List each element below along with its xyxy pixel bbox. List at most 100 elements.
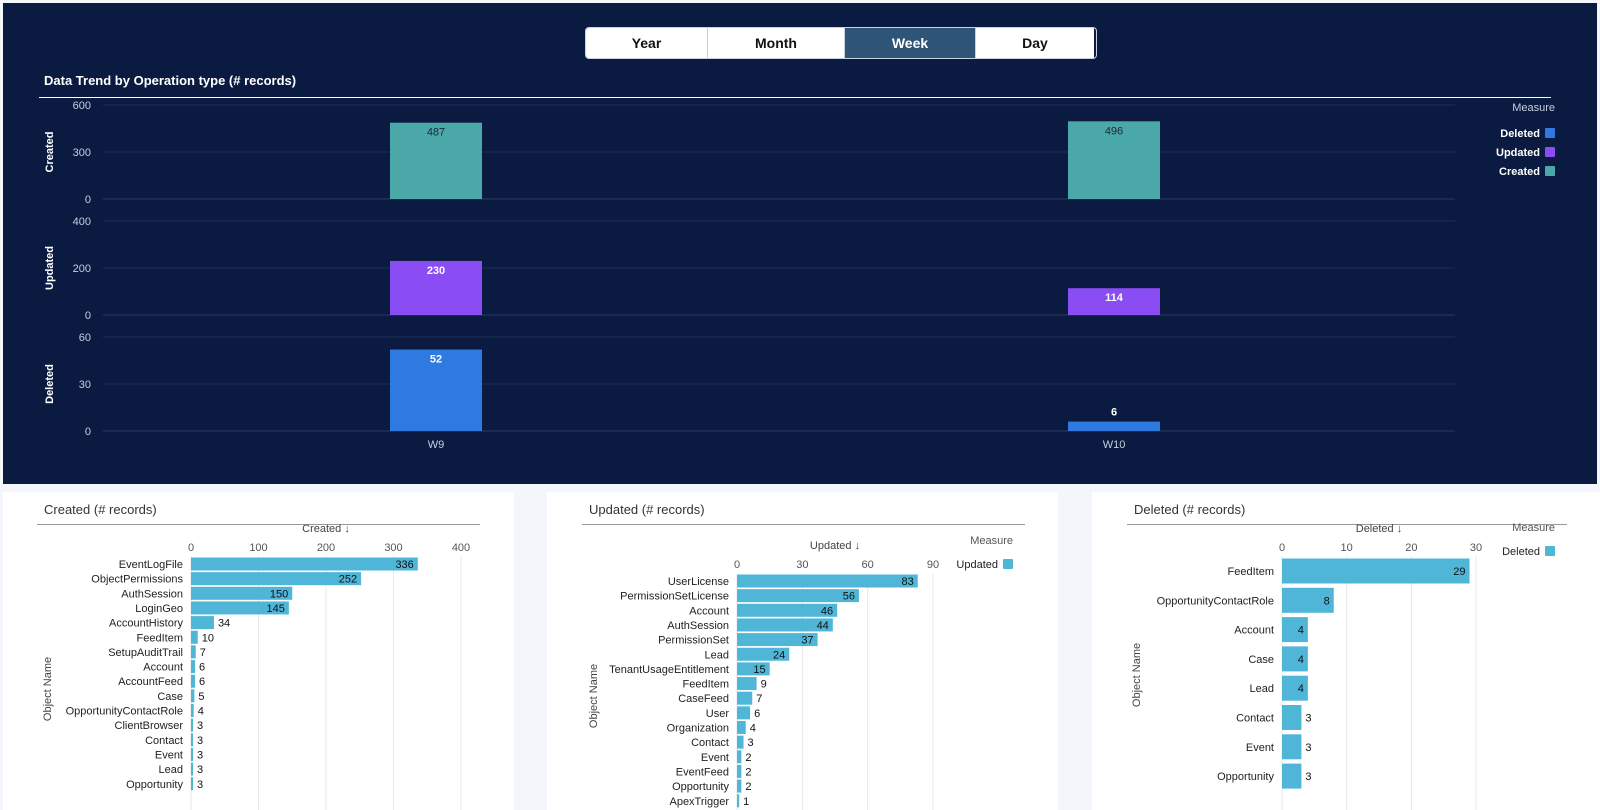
deleted-data-label: 4 [1298,654,1304,666]
created-bar-accountfeed [191,674,196,688]
deleted-data-label: 52 [430,354,442,366]
deleted-tick-label: 30 [79,379,91,391]
created-category-label-clientbrowser: ClientBrowser [115,720,184,732]
deleted-data-label: 29 [1453,566,1465,578]
updated-y-axis-label: Object Name [588,664,600,728]
updated-tick-label: 30 [796,559,808,571]
updated-bar-eventfeed [737,764,742,778]
updated-category-label-feeditem: FeedItem [683,679,729,691]
updated-tick-label: 200 [73,263,91,275]
updated-category-label-authsession: AuthSession [667,620,729,632]
tab-day[interactable]: Day [976,28,1094,58]
updated-category-label-account: Account [689,605,729,617]
legend-label-created: Created [1499,166,1540,178]
created-category-label-contact: Contact [145,735,183,747]
created-data-label: 3 [197,779,203,791]
tab-year[interactable]: Year [586,28,708,58]
created-tick-label: 200 [317,542,335,554]
created-category-label-accountfeed: AccountFeed [118,676,183,688]
deleted-chart: Deleted ↓ 0 10 20 30 Object Name FeedItem 29 Opp… [1131,522,1555,810]
updated-bar-authsession [737,618,833,632]
deleted-bar-lead [1282,675,1308,701]
updated-tick-label: 0 [734,559,740,571]
period-toggle: Year Month Week Day [585,27,1097,59]
updated-title-divider [582,524,1025,525]
legend-swatch-deleted [1545,128,1555,138]
created-bar-authsession [191,586,293,600]
legend-label-deleted: Deleted [1500,128,1540,140]
created-data-label: 496 [1105,125,1123,137]
updated-bar-tenantusageentitlement [737,662,770,676]
x-tick-label-w9: W9 [428,439,445,451]
created-bar-case [191,689,195,703]
created-panel-title: Created (# records) [44,502,157,517]
updated-legend-label: Updated [956,559,998,571]
created-bar-clientbrowser [191,718,194,732]
updated-data-label: 6 [754,708,760,720]
deleted-category-label-account: Account [1234,625,1274,637]
created-bar-feeditem [191,630,198,644]
created-title-divider [37,524,480,525]
created-category-label-objectpermissions: ObjectPermissions [91,574,183,586]
created-category-label-accounthistory: AccountHistory [109,618,183,630]
created-bar-w9 [390,122,482,199]
deleted-title-divider [1127,524,1567,525]
updated-bar-contact [737,735,744,749]
created-tick-label: 300 [73,147,91,159]
deleted-tick-label: 60 [79,332,91,344]
created-bar-logingeo [191,601,289,615]
updated-chart: Updated ↓ 0 30 60 90 Object Name UserLicense 83… [588,535,1013,810]
deleted-tick-label: 30 [1470,542,1482,554]
updated-bar-userlicense [737,574,918,588]
updated-category-label-user: User [706,708,730,720]
updated-panel: Updated (# records) Updated ↓ 0 30 60 90 Obje… [547,492,1058,810]
created-category-label-eventlogfile: EventLogFile [119,559,183,571]
created-data-label: 487 [427,127,445,139]
created-data-label: 3 [197,720,203,732]
updated-category-label-userlicense: UserLicense [668,576,729,588]
deleted-panel-title: Deleted (# records) [1134,502,1246,517]
updated-data-label: 3 [748,737,754,749]
trend-chart-title: Data Trend by Operation type (# records) [44,73,297,88]
deleted-legend-swatch [1545,546,1555,556]
updated-bar-opportunity [737,779,742,793]
updated-tick-label: 90 [927,559,939,571]
created-data-label: 4 [198,706,204,718]
updated-bar-permissionsetlicense [737,589,859,603]
legend-title: Measure [1512,102,1555,114]
updated-data-label: 15 [753,664,765,676]
deleted-data-label: 3 [1305,713,1311,725]
tab-week[interactable]: Week [845,28,976,58]
updated-bar-organization [737,721,746,734]
deleted-data-label: 8 [1324,595,1330,607]
deleted-bar-feeditem [1282,558,1470,584]
created-category-label-event: Event [155,749,183,761]
created-bar-contact [191,733,194,747]
deleted-category-label-opportunity: Opportunity [1217,771,1274,783]
created-data-label: 6 [199,662,205,674]
created-bar-opportunity [191,777,194,791]
deleted-bar-contact [1282,705,1302,730]
deleted-bar-w9 [390,349,482,431]
updated-category-label-lead: Lead [705,649,729,661]
updated-data-label: 1 [743,796,749,808]
legend-swatch-created [1545,166,1555,176]
created-bar-objectpermissions [191,572,362,586]
deleted-data-label: 4 [1298,683,1304,695]
updated-data-label: 9 [761,679,767,691]
updated-data-label: 2 [745,752,751,764]
created-bar-event [191,747,194,761]
x-tick-label-w10: W10 [1103,439,1126,451]
updated-category-label-opportunity: Opportunity [672,781,729,793]
created-bar-w10 [1068,121,1160,199]
updated-category-label-eventfeed: EventFeed [676,766,729,778]
deleted-category-label-event: Event [1246,742,1274,754]
updated-category-label-tenantusageentitlement: TenantUsageEntitlement [609,664,729,676]
created-panel: Created (# records) Created ↓ 0 100 200 300 4… [3,492,514,810]
deleted-tick-label: 0 [85,426,91,438]
created-x-axis-label: Created ↓ [302,523,350,535]
tab-month[interactable]: Month [708,28,845,58]
created-data-label: 5 [198,691,204,703]
deleted-bar-account [1282,617,1308,643]
